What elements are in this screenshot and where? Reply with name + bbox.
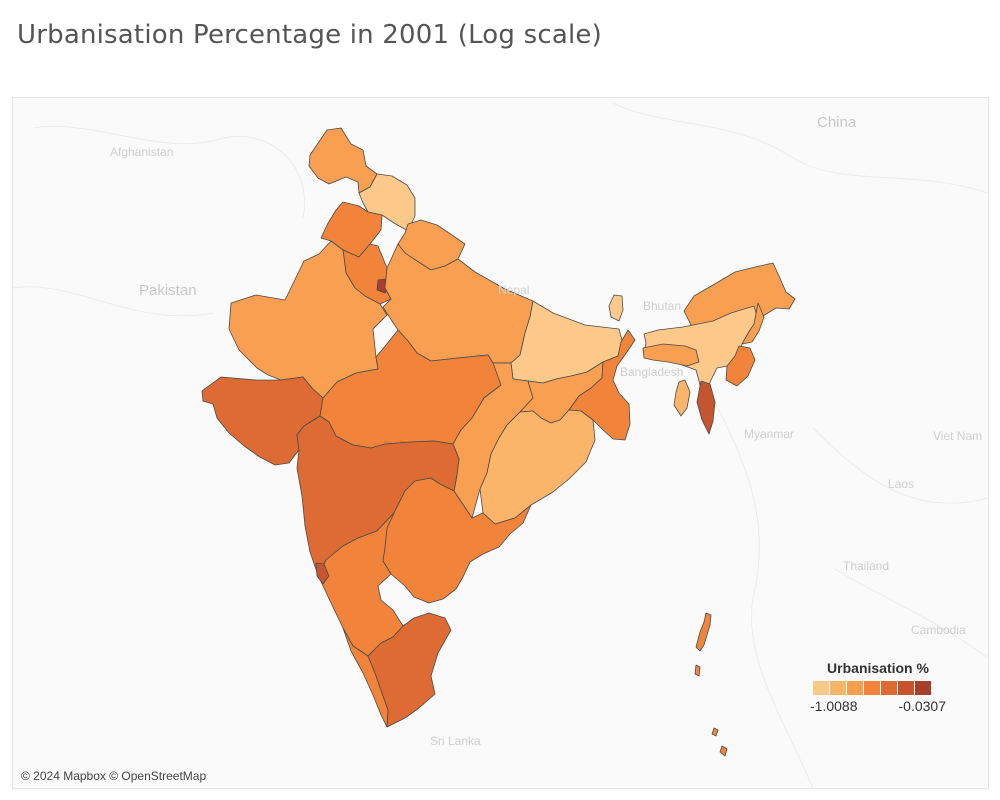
region-tripura[interactable]: Tripura: [673, 379, 691, 417]
legend-swatch-3: [864, 681, 880, 695]
legend-max-label: -0.0307: [898, 698, 946, 714]
region-tamil-nadu[interactable]: Tamil Nadu: [367, 612, 452, 728]
country-label-china: China: [817, 114, 857, 131]
legend-labels: -1.0088 -0.0307: [810, 698, 946, 714]
legend-swatch-2: [847, 681, 863, 695]
legend-swatch-0: [813, 681, 829, 695]
country-label-afghanistan: Afghanistan: [110, 145, 174, 159]
country-label-nepal: Nepal: [498, 283, 530, 297]
legend-swatches: [813, 681, 946, 695]
country-label-laos: Laos: [888, 477, 915, 491]
country-label-pakistan: Pakistan: [139, 282, 197, 299]
legend-swatch-5: [898, 681, 914, 695]
region-west-bengal[interactable]: West Bengal: [568, 329, 636, 441]
legend-swatch-1: [830, 681, 846, 695]
region-andaman-and-nicobar-islands[interactable]: Andaman and Nicobar Islands: [694, 612, 728, 757]
region-sikkim[interactable]: Sikkim: [608, 294, 624, 322]
country-label-bangladesh: Bangladesh: [620, 365, 684, 379]
country-label-sri-lanka: Sri Lanka: [430, 734, 481, 748]
region-andhra-pradesh[interactable]: Andhra Pradesh: [382, 477, 532, 604]
region-meghalaya[interactable]: Meghalaya: [642, 343, 700, 367]
legend-swatch-6: [915, 681, 931, 695]
legend-title: Urbanisation %: [827, 660, 929, 676]
india-choropleth[interactable]: Jammu and KashmirHimachal PradeshPunjabC…: [13, 98, 988, 788]
country-label-myanmar: Myanmar: [744, 427, 795, 441]
country-label-viet-nam: Viet Nam: [933, 429, 983, 443]
map-title: Urbanisation Percentage in 2001 (Log sca…: [17, 20, 602, 50]
region-manipur[interactable]: Manipur: [725, 345, 756, 387]
country-label-thailand: Thailand: [843, 559, 890, 573]
legend-swatch-4: [881, 681, 897, 695]
region-goa[interactable]: Goa: [315, 562, 330, 585]
region-orissa[interactable]: Orissa: [479, 409, 596, 525]
country-label-bhutan: Bhutan: [643, 299, 682, 313]
region-mizoram[interactable]: Mizoram: [696, 380, 716, 435]
state-regions[interactable]: Jammu and KashmirHimachal PradeshPunjabC…: [201, 127, 796, 757]
legend-min-label: -1.0088: [810, 698, 858, 714]
map-canvas[interactable]: Jammu and KashmirHimachal PradeshPunjabC…: [12, 97, 989, 789]
basemap-borders: [13, 102, 988, 788]
region-nagaland[interactable]: Nagaland: [741, 302, 765, 345]
region-jammu-and-kashmir[interactable]: Jammu and Kashmir: [308, 127, 378, 194]
color-legend: Urbanisation % -1.0088 -0.0307: [810, 660, 946, 714]
country-label-cambodia: Cambodia: [911, 623, 966, 637]
map-attribution: © 2024 Mapbox © OpenStreetMap: [21, 769, 207, 783]
